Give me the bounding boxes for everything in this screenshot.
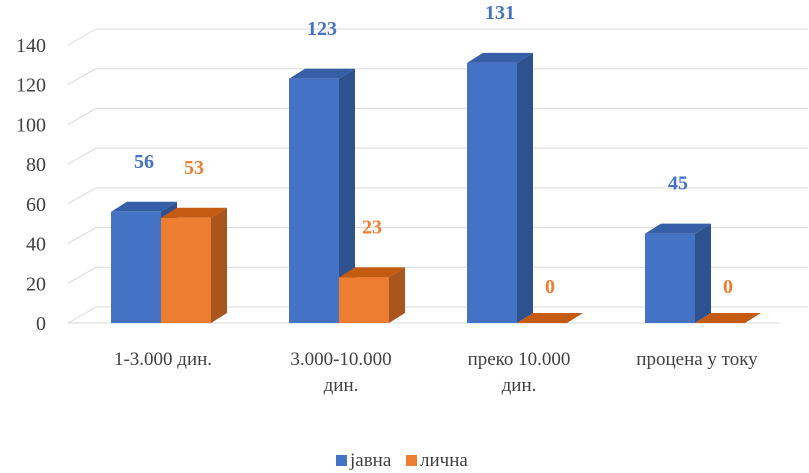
gridline-wall (67, 107, 97, 125)
bar-side (695, 223, 711, 323)
gridline-wall (67, 266, 97, 284)
bar-top (695, 313, 761, 323)
bar-top (111, 201, 177, 212)
y-tick-label: 140 (16, 35, 46, 57)
x-category-label: дин. (502, 375, 537, 396)
bar-side (339, 68, 355, 323)
data-label: 0 (723, 276, 733, 298)
data-label: 123 (307, 18, 337, 40)
x-category-label: процена у току (636, 349, 758, 370)
data-label: 23 (362, 216, 382, 238)
bar-side (389, 267, 405, 323)
bar (695, 313, 761, 323)
data-label: 131 (485, 2, 515, 24)
bar-front (111, 211, 161, 323)
legend-label: јавна (349, 450, 392, 471)
legend-item: јавна (336, 450, 392, 471)
bar-top (467, 52, 533, 63)
bar (645, 223, 711, 323)
data-label: 53 (184, 157, 204, 179)
data-label: 56 (134, 151, 154, 173)
legend-item: лична (406, 450, 468, 471)
y-tick-label: 60 (26, 194, 46, 216)
y-tick-label: 0 (36, 313, 46, 335)
x-category-label: 3.000-10.000 (290, 349, 391, 370)
gridline-wall (67, 187, 97, 205)
x-category-label: дин. (324, 375, 359, 396)
bar-side (211, 207, 227, 323)
legend-swatch (406, 455, 417, 466)
bar-top (161, 207, 227, 218)
bar-front (339, 277, 389, 323)
data-label: 45 (668, 173, 688, 195)
y-tick-label: 100 (16, 114, 46, 136)
y-tick-label: 80 (26, 154, 46, 176)
legend-label: лична (420, 450, 468, 471)
y-tick-label: 40 (26, 234, 46, 256)
y-axis-ticks: 0 20 40 60 80 100 120 140 (16, 35, 46, 335)
x-category-label: преко 10.000 (468, 349, 571, 370)
bar-top (339, 267, 405, 278)
legend-swatch (336, 455, 347, 466)
data-labels-layer: 56 53 123 23 131 0 45 0 (134, 2, 733, 298)
x-category-label: 1-3.000 дин. (114, 349, 212, 370)
bar-top (289, 68, 355, 79)
bar-front (645, 233, 695, 323)
bar (517, 313, 583, 323)
bar (467, 52, 533, 323)
bar-side (517, 52, 533, 323)
bar (289, 68, 355, 323)
gridline-wall (67, 147, 97, 165)
gridline-wall (67, 227, 97, 245)
data-label: 0 (545, 276, 555, 298)
bar-top (517, 313, 583, 323)
bar (339, 267, 405, 323)
bar-front (289, 78, 339, 323)
y-tick-label: 120 (16, 75, 46, 97)
bars-layer (111, 52, 761, 323)
gridline-wall (67, 68, 97, 86)
bar-top (645, 223, 711, 234)
legend: јавна лична (336, 450, 468, 471)
bar (161, 207, 227, 323)
x-axis-category-labels: 1-3.000 дин. 3.000-10.000 дин. преко 10.000… (114, 349, 758, 396)
y-tick-label: 20 (26, 273, 46, 295)
bar-front (467, 62, 517, 323)
bar-front (161, 217, 211, 323)
gridline-wall (67, 306, 97, 324)
gridline-wall (67, 28, 97, 46)
